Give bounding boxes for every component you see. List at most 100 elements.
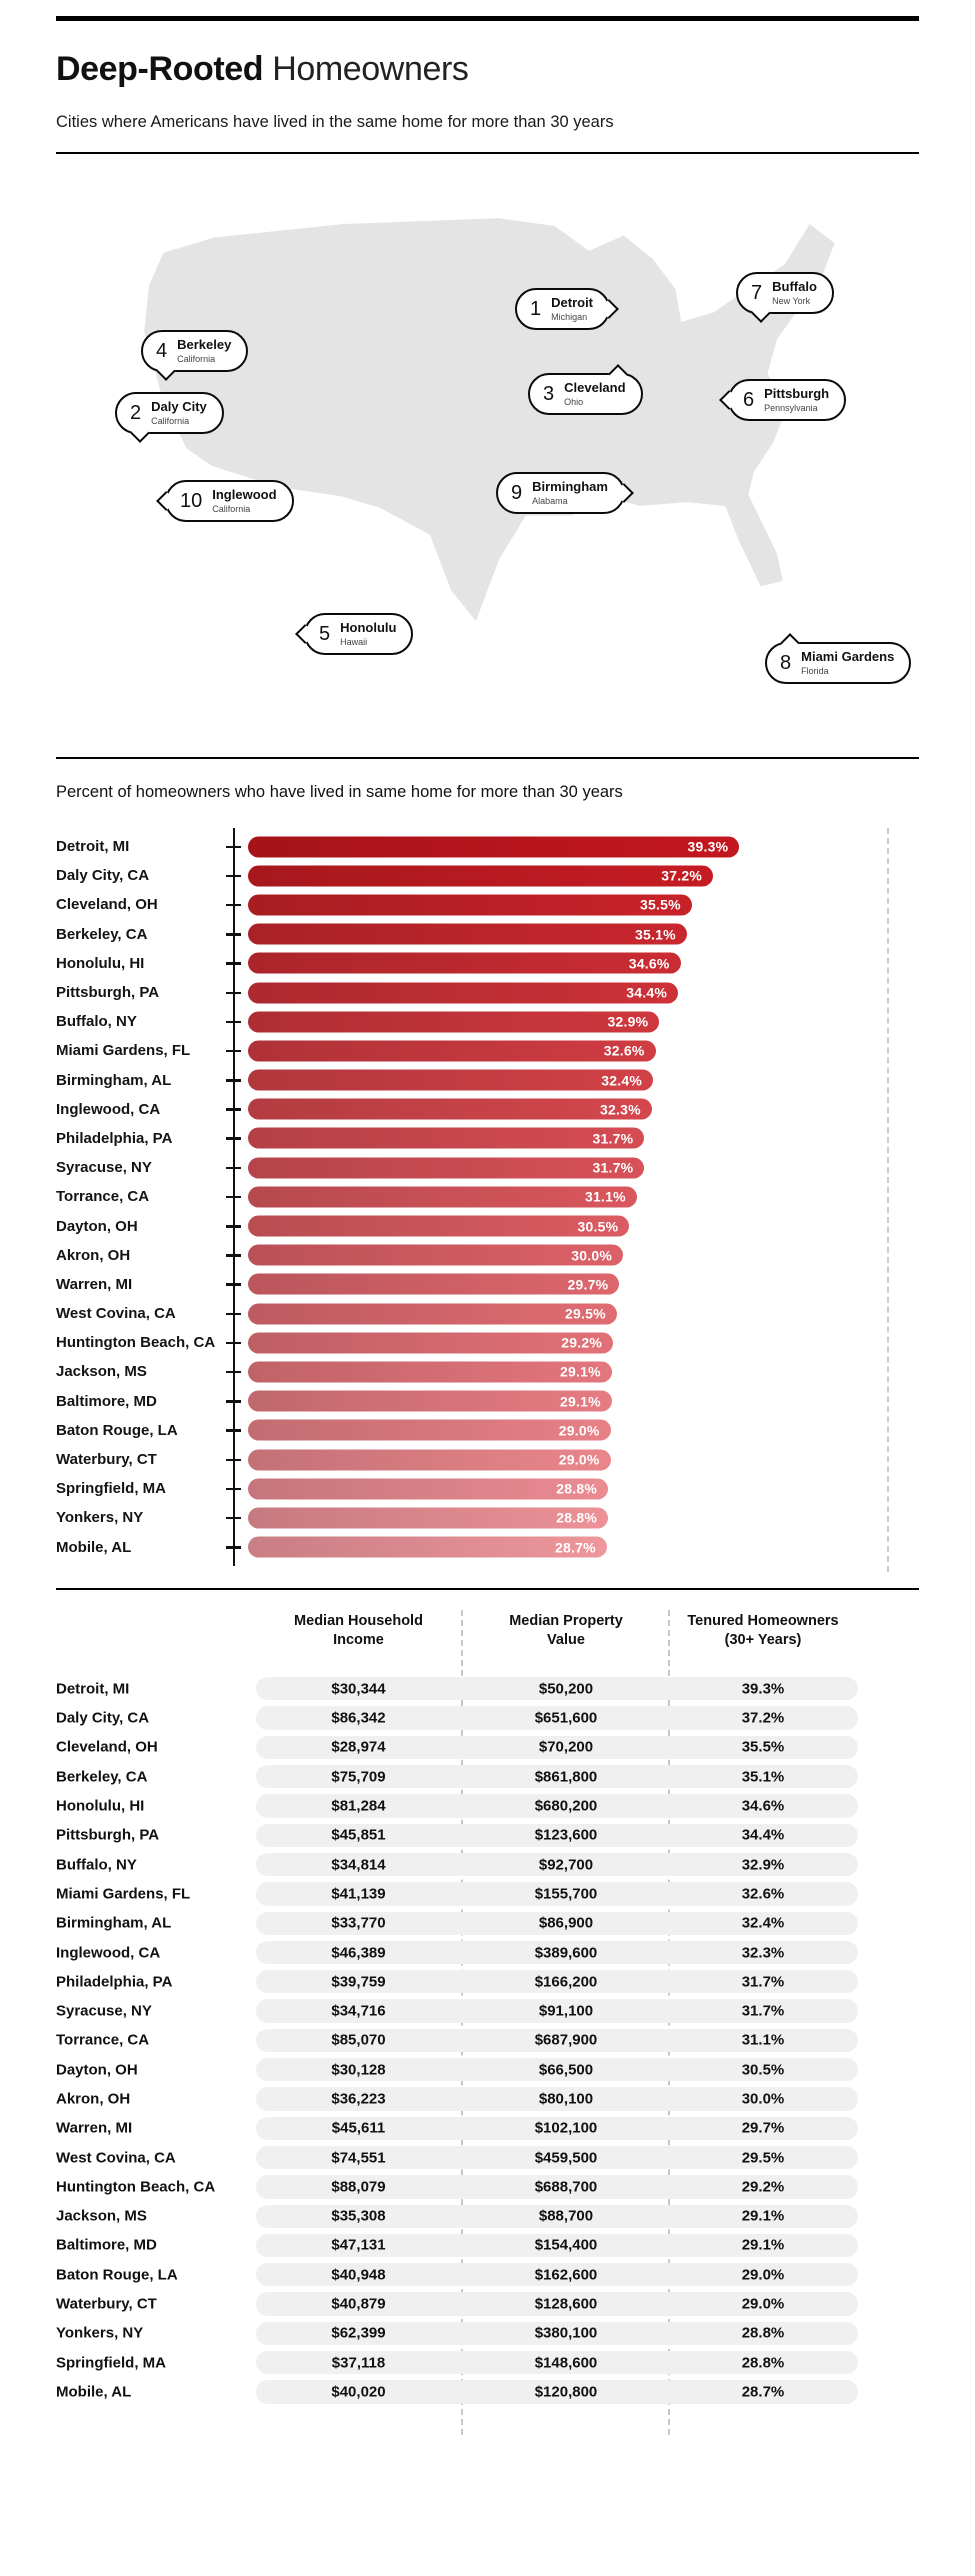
cell-city: Daly City, CA bbox=[56, 1709, 150, 1727]
callout-city: Miami Gardens bbox=[801, 648, 895, 664]
callout-state: California bbox=[177, 353, 216, 364]
bar-category-label: Honolulu, HI bbox=[56, 954, 145, 972]
bar-value-label: 29.1% bbox=[560, 1393, 601, 1410]
cell-city: Mobile, AL bbox=[56, 2383, 132, 2401]
cell-tenure: 32.3% bbox=[741, 1944, 785, 1961]
row-background-pill bbox=[256, 2292, 858, 2316]
map-callout-pittsburgh: 6 Pittsburgh Pennsylvania bbox=[728, 379, 847, 421]
tick-mark bbox=[226, 1341, 241, 1345]
bar-row: Torrance, CA 31.1% bbox=[56, 1182, 919, 1211]
bar-value-label: 29.7% bbox=[567, 1276, 609, 1293]
bar: 28.7% bbox=[248, 1536, 607, 1558]
bar: 29.0% bbox=[248, 1419, 611, 1441]
cell-tenure: 35.1% bbox=[741, 1768, 785, 1786]
table-row: Berkeley, CA $75,709 $861,800 35.1% bbox=[56, 1762, 919, 1791]
row-background-pill bbox=[256, 2116, 858, 2140]
bar-track: 31.7% bbox=[248, 1157, 909, 1179]
map-callout-buffalo: 7 Buffalo New York bbox=[736, 272, 834, 314]
map-callout-miami-gardens: 8 Miami Gardens Florida bbox=[765, 642, 912, 684]
row-background-pill bbox=[256, 2233, 858, 2258]
bar-category-label: Miami Gardens, FL bbox=[56, 1042, 191, 1060]
cell-city: Waterbury, CT bbox=[56, 2295, 157, 2313]
bar: 29.5% bbox=[248, 1303, 617, 1325]
cell-tenure: 39.3% bbox=[741, 1680, 785, 1698]
callout-state: New York bbox=[772, 295, 811, 306]
bar-chart: Detroit, MI 39.3% Daly City, CA 37.2% Clevel… bbox=[56, 828, 919, 1572]
bar-track: 32.3% bbox=[248, 1098, 909, 1120]
tick-mark bbox=[226, 933, 241, 936]
cell-city: Honolulu, HI bbox=[56, 1797, 145, 1815]
bar-value-label: 35.1% bbox=[635, 926, 676, 943]
table-row: Jackson, MS $35,308 $88,700 29.1% bbox=[56, 2202, 919, 2231]
bar: 31.7% bbox=[248, 1127, 645, 1149]
bar: 28.8% bbox=[248, 1478, 608, 1500]
cell-property-value: $128,600 bbox=[534, 2295, 598, 2313]
row-background-pill bbox=[256, 1823, 858, 1847]
bar-row: Detroit, MI 39.3% bbox=[56, 832, 919, 861]
table-row: Birmingham, AL $33,770 $86,900 32.4% bbox=[56, 1909, 919, 1938]
bar: 39.3% bbox=[248, 836, 740, 858]
tick-mark bbox=[226, 1108, 241, 1111]
cell-income: $37,118 bbox=[331, 2354, 386, 2372]
callout-number: 2 bbox=[130, 401, 142, 424]
tick-mark bbox=[226, 962, 241, 965]
bar-value-label: 34.4% bbox=[626, 984, 667, 1001]
cell-tenure: 29.0% bbox=[741, 2295, 785, 2313]
bar-value-label: 32.4% bbox=[601, 1072, 642, 1089]
bar-track: 39.3% bbox=[248, 836, 909, 858]
callout-state: Florida bbox=[801, 665, 829, 676]
cell-tenure: 29.2% bbox=[741, 2178, 785, 2196]
bar-value-label: 30.0% bbox=[571, 1247, 612, 1264]
bar-value-label: 28.8% bbox=[556, 1509, 597, 1526]
callout-number: 3 bbox=[543, 382, 555, 405]
cell-city: Huntington Beach, CA bbox=[56, 2178, 216, 2196]
callout-state: Alabama bbox=[532, 495, 568, 506]
bar-row: Pittsburgh, PA 34.4% bbox=[56, 978, 919, 1007]
map-callout-honolulu: 5 Honolulu Hawaii bbox=[304, 613, 414, 655]
cell-city: West Covina, CA bbox=[56, 2149, 176, 2167]
cell-income: $34,716 bbox=[331, 2002, 386, 2020]
us-map-silhouette bbox=[144, 218, 835, 622]
tick-mark bbox=[226, 1195, 241, 1199]
table-row: Waterbury, CT $40,879 $128,600 29.0% bbox=[56, 2289, 919, 2318]
row-background-pill bbox=[256, 2263, 858, 2287]
cell-city: Yonkers, NY bbox=[56, 2324, 144, 2342]
row-background-pill bbox=[256, 1852, 858, 1877]
infographic-page: Deep-Rooted Homeowners Cities where Amer… bbox=[0, 16, 975, 2447]
row-background-pill bbox=[256, 2145, 858, 2170]
cell-income: $62,399 bbox=[331, 2324, 386, 2342]
cell-tenure: 31.1% bbox=[741, 2031, 785, 2049]
cell-property-value: $88,700 bbox=[538, 2207, 594, 2225]
cell-property-value: $651,600 bbox=[534, 1709, 598, 1727]
bar-category-label: Birmingham, AL bbox=[56, 1071, 172, 1089]
bar-category-label: Pittsburgh, PA bbox=[56, 984, 160, 1002]
bar-category-label: Cleveland, OH bbox=[56, 896, 158, 914]
cell-property-value: $166,200 bbox=[534, 1973, 598, 1991]
bar-track: 31.1% bbox=[248, 1186, 909, 1208]
cell-city: Inglewood, CA bbox=[56, 1944, 161, 1961]
cell-tenure: 29.1% bbox=[741, 2207, 785, 2225]
row-background-pill bbox=[256, 2058, 858, 2082]
bar-row: Inglewood, CA 32.3% bbox=[56, 1095, 919, 1124]
chart-title: Percent of homeowners who have lived in … bbox=[56, 783, 623, 801]
callout-number: 5 bbox=[319, 622, 331, 645]
bar-track: 32.4% bbox=[248, 1069, 909, 1091]
tick-mark bbox=[226, 1079, 241, 1082]
cell-city: Dayton, OH bbox=[56, 2061, 138, 2079]
cell-income: $35,308 bbox=[331, 2207, 386, 2225]
tick-mark bbox=[226, 1400, 241, 1403]
cell-property-value: $459,500 bbox=[534, 2149, 598, 2167]
cell-city: Birmingham, AL bbox=[56, 1914, 172, 1932]
callout-state: California bbox=[212, 503, 251, 514]
bar-value-label: 39.3% bbox=[687, 838, 729, 855]
bar-category-label: Buffalo, NY bbox=[56, 1013, 137, 1031]
bar-row: Akron, OH 30.0% bbox=[56, 1241, 919, 1270]
bar-row: Syracuse, NY 31.7% bbox=[56, 1153, 919, 1182]
cell-income: $47,131 bbox=[331, 2236, 386, 2254]
map-callout-inglewood: 10 Inglewood California bbox=[165, 480, 294, 522]
bar-category-label: Detroit, MI bbox=[56, 838, 130, 856]
bar-value-label: 29.1% bbox=[560, 1363, 601, 1380]
bar: 32.4% bbox=[248, 1069, 653, 1091]
bar-row: Birmingham, AL 32.4% bbox=[56, 1066, 919, 1095]
cell-city: Baltimore, MD bbox=[56, 2236, 157, 2254]
